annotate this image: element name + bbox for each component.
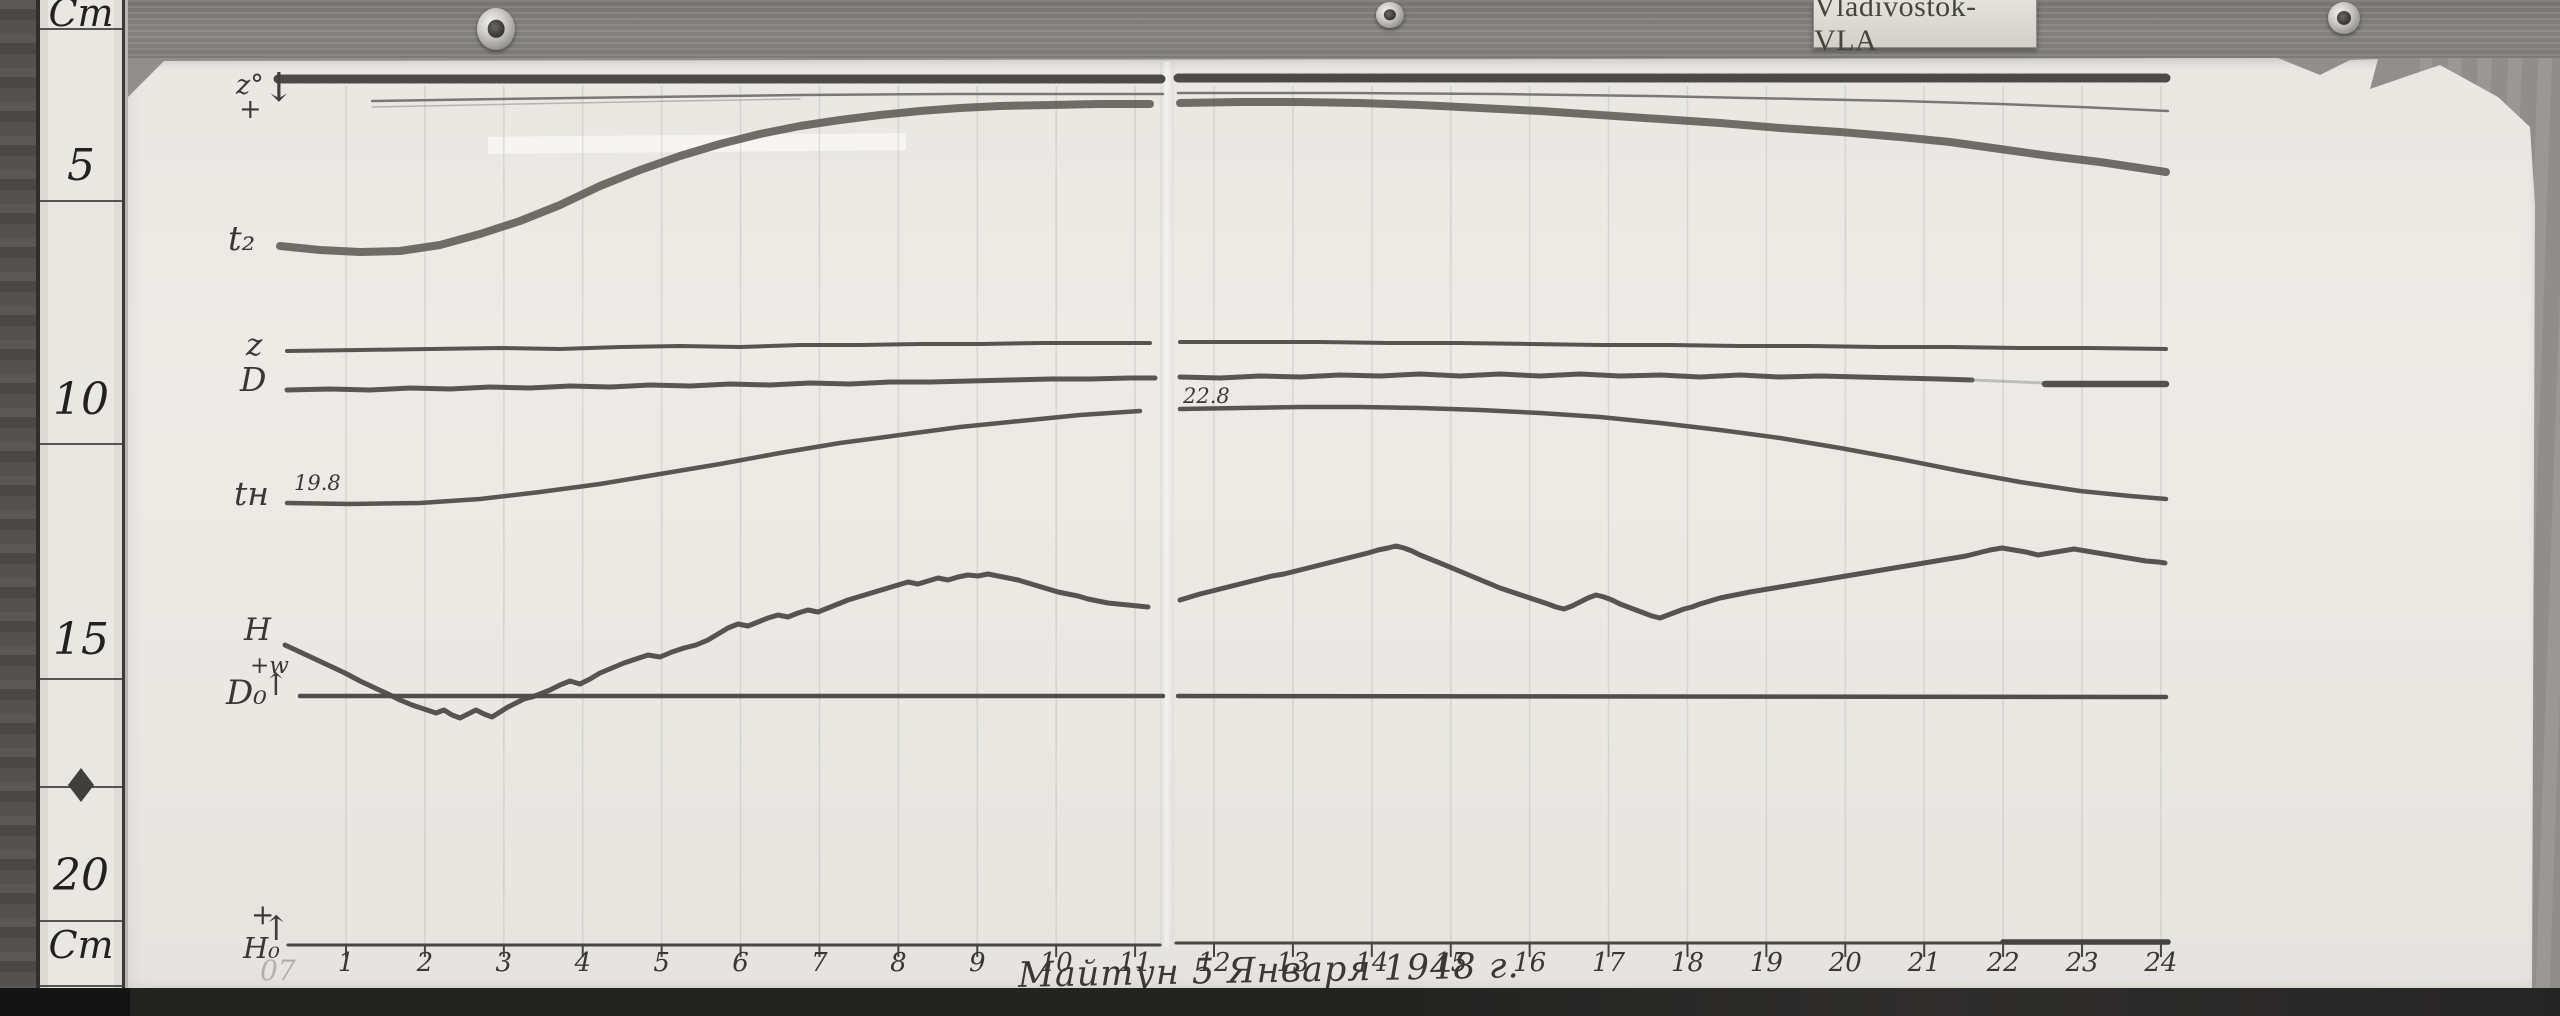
top-thin-trace [370, 92, 1165, 103]
top-thin-trace [1176, 91, 2170, 113]
ruler-number: 15 [53, 614, 109, 665]
centimeter-ruler: Cm Cm 5 10 15 20 [36, 0, 125, 988]
paper-seam [1160, 62, 1174, 946]
h-trace [1177, 543, 2168, 621]
screw-icon [2328, 2, 2360, 34]
ruler-division-line [40, 200, 122, 202]
top-thin-trace-2 [371, 98, 801, 108]
chart-paper [118, 58, 2535, 988]
ruler-division-line [40, 443, 122, 445]
z-trace [285, 341, 1152, 353]
tn-trace [284, 408, 1143, 507]
station-plate-label: Vladivostok-VLA [1814, 0, 1977, 57]
d-trace [284, 375, 1158, 393]
screw-icon [1376, 2, 1404, 28]
t2-trace [276, 100, 1154, 256]
t2-trace [1176, 98, 2170, 176]
board-left-edge [0, 0, 36, 1016]
ruler-unit-top: Cm [48, 0, 114, 35]
d-trace-faint [1970, 378, 2047, 385]
ruler-division-line [40, 985, 122, 987]
z-trace [1178, 340, 2168, 351]
ruler-unit-bottom: Cm [48, 923, 114, 967]
photo-bottom-edge [0, 988, 2560, 1016]
ruler-division-line [40, 920, 122, 922]
h-trace [282, 571, 1151, 721]
d0-baseline [1175, 693, 2169, 700]
ruler-division-line [40, 678, 122, 680]
ruler-number: 20 [53, 850, 109, 901]
d-trace [1177, 371, 1975, 383]
clamp-bar [0, 0, 2560, 58]
screw-icon [477, 8, 515, 50]
tn-trace [1177, 404, 2169, 502]
ruler-division-line [40, 28, 122, 30]
ruler-number: 5 [67, 140, 95, 191]
rivet-icon [68, 768, 94, 802]
ruler-number: 10 [53, 374, 109, 425]
station-plate: Vladivostok-VLA [1813, 0, 2037, 57]
